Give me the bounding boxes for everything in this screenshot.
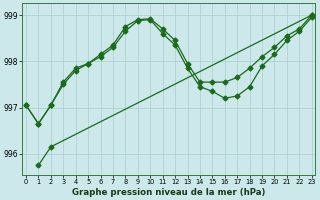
X-axis label: Graphe pression niveau de la mer (hPa): Graphe pression niveau de la mer (hPa) xyxy=(72,188,266,197)
